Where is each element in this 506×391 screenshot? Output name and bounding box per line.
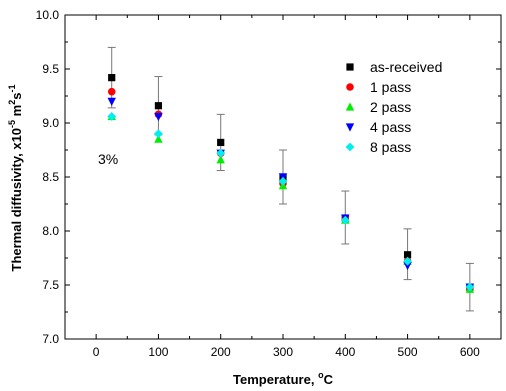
x-tick-label: 0 [93, 345, 100, 359]
y-tick-label: 8.0 [42, 224, 59, 238]
y-axis-title: Thermal diffusivity, x10-5 m2s-1 [7, 85, 24, 272]
x-tick-label: 300 [273, 345, 293, 359]
point-8-pass [107, 112, 117, 121]
x-tick-label: 200 [211, 345, 231, 359]
y-axis-title-s-exp: -1 [7, 85, 17, 93]
x-axis-title: Temperature, oC [233, 370, 334, 387]
legend-label-1-pass: 1 pass [370, 79, 411, 95]
point-2-pass [154, 134, 163, 143]
point-8-pass [465, 282, 475, 292]
point-8-pass [216, 148, 226, 158]
data-points [107, 74, 475, 293]
point-8-pass [403, 256, 412, 266]
legend-label-8-pass: 8 pass [370, 139, 411, 155]
legend-label-4-pass: 4 pass [370, 119, 411, 135]
ticks: 0 100 200 300 400 500 600 7.0 7.5 8.0 8.5 9.0 9.5 10.… [36, 8, 501, 359]
legend-marker-as-received [346, 63, 354, 71]
y-tick-label: 9.5 [42, 62, 59, 76]
y-tick-label: 10.0 [36, 8, 60, 22]
legend-label-as-received: as-received [370, 59, 442, 75]
point-as-received [403, 251, 412, 259]
point-as-received [217, 138, 225, 147]
x-tick-label: 600 [460, 345, 480, 359]
y-tick-label: 7.0 [42, 332, 59, 346]
legend-marker-2-pass [345, 102, 355, 111]
point-1-pass [107, 87, 116, 96]
x-axis-title-main: Temperature, [233, 372, 318, 387]
x-tick-label: 400 [335, 345, 355, 359]
error-bars [107, 46, 474, 312]
point-as-received [154, 102, 163, 110]
y-axis-title-m-exp: 2 [7, 100, 17, 105]
point-4-pass [154, 112, 163, 122]
x-axis-title-unit: C [324, 372, 334, 387]
y-axis-title-unit-s: s [9, 93, 24, 100]
point-as-received [108, 74, 116, 82]
point-8-pass [154, 129, 163, 139]
legend-marker-1-pass [346, 83, 354, 91]
annotation-3pct: 3% [98, 151, 118, 167]
point-4-pass [107, 97, 116, 106]
point-8-pass [340, 215, 350, 225]
y-axis-title-main: Thermal diffusivity, x10 [9, 128, 24, 272]
point-2-pass [216, 155, 225, 164]
x-tick-label: 500 [398, 345, 418, 359]
y-tick-label: 8.5 [42, 170, 59, 184]
legend: as-received 1 pass 2 pass 4 pass 8 pass [345, 59, 442, 155]
point-8-pass [278, 176, 288, 186]
x-axis-title-degree: o [318, 370, 324, 380]
y-axis-title-exp: -5 [7, 120, 17, 128]
point-4-pass [403, 261, 412, 271]
y-tick-label: 9.0 [42, 116, 59, 130]
y-axis-title-unit-m: m [9, 105, 24, 120]
legend-label-2-pass: 2 pass [370, 99, 411, 115]
legend-marker-8-pass [345, 142, 355, 152]
y-tick-label: 7.5 [42, 278, 59, 292]
legend-marker-4-pass [345, 123, 355, 132]
x-tick-label: 100 [148, 345, 168, 359]
